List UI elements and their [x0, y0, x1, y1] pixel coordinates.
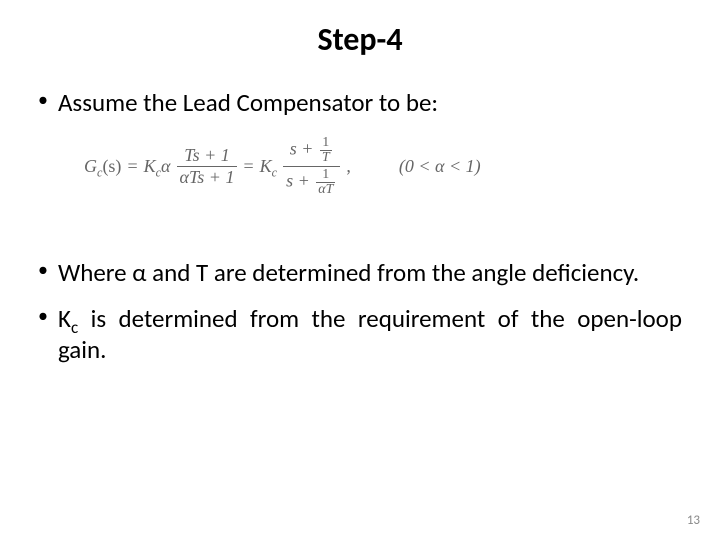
eq-Kc-1: Kcα — [144, 156, 171, 177]
eq-K1: K — [144, 156, 156, 176]
b3-rest: is determined from the requirement of th… — [58, 303, 682, 365]
b2-mid: and — [146, 257, 196, 288]
eq-alpha-1: α — [161, 156, 170, 176]
eq-condition: (0 < α < 1) — [399, 156, 481, 177]
eq-f2d-lead: s + — [286, 171, 314, 191]
eq-comma: , — [346, 156, 351, 177]
eq-equals-1: = — [127, 156, 137, 177]
eq-frac2-num: s + 1 T — [287, 136, 337, 165]
eq-f2n-lead: s + — [290, 139, 318, 159]
eq-mf-top-num: 1 — [320, 136, 331, 150]
eq-G: G — [84, 156, 97, 176]
eq-frac1-den: αTs + 1 — [177, 168, 238, 187]
bullet-dot-icon: • — [38, 257, 48, 283]
eq-frac1-num: Ts + 1 — [181, 146, 233, 165]
eq-minifrac-top: 1 T — [320, 136, 332, 165]
bullet-3: • Kc is determined from the requirement … — [38, 303, 682, 366]
equation: Gc(s) = Kcα Ts + 1 αTs + 1 = Kc s + 1 T — [84, 136, 682, 197]
bullet-dot-icon: • — [38, 87, 48, 113]
eq-mf-top-den: T — [320, 151, 332, 165]
bullet-1-text: Assume the Lead Compensator to be: — [58, 87, 438, 118]
slide: Step-4 • Assume the Lead Compensator to … — [0, 0, 720, 540]
eq-lhs: Gc(s) — [84, 156, 121, 177]
b2-pre: Where — [58, 257, 132, 288]
bullet-1: • Assume the Lead Compensator to be: — [38, 87, 682, 118]
slide-title: Step-4 — [38, 20, 682, 59]
eq-Kc2-sub: c — [272, 166, 277, 180]
eq-mf-bot-den: αT — [316, 183, 335, 197]
eq-frac2-den: s + 1 αT — [283, 168, 340, 197]
b2-alpha: α — [132, 257, 146, 288]
eq-frac-1: Ts + 1 αTs + 1 — [177, 146, 238, 187]
bullet-2: • Where α and T are determined from the … — [38, 257, 682, 288]
b2-rest: are determined from the angle deficiency… — [208, 257, 639, 288]
bullet-2-text: Where α and T are determined from the an… — [58, 257, 639, 288]
eq-K2: K — [260, 156, 272, 176]
b3-K: K — [58, 303, 71, 334]
eq-equals-2: = — [243, 156, 253, 177]
b2-T: T — [196, 257, 208, 288]
eq-frac-2: s + 1 T s + 1 αT — [283, 136, 340, 197]
eq-mf-bot-num: 1 — [320, 168, 331, 182]
bullet-3-text: Kc is determined from the requirement of… — [58, 303, 682, 366]
eq-minifrac-bot: 1 αT — [316, 168, 335, 197]
eq-s-arg: (s) — [102, 156, 121, 176]
page-number: 13 — [687, 513, 700, 528]
eq-frac2-bar — [283, 166, 340, 167]
bullet-dot-icon: • — [38, 303, 48, 329]
eq-Kc-2: Kc — [260, 156, 277, 177]
